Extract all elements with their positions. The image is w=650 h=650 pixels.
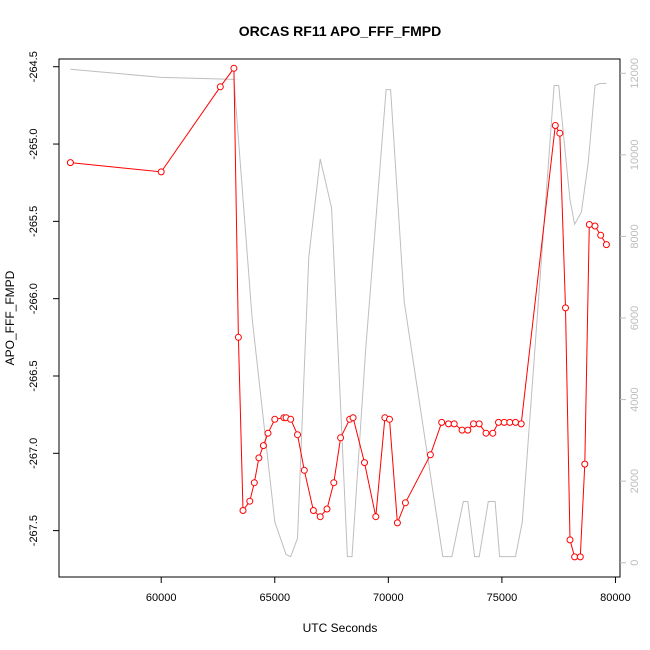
y2-tick-label: 12000 bbox=[629, 58, 641, 89]
data-point bbox=[287, 415, 295, 423]
y2-tick-label: 0 bbox=[629, 560, 641, 566]
secondary-series bbox=[70, 68, 607, 558]
y2-tick-label: 6000 bbox=[629, 306, 641, 330]
data-point bbox=[512, 418, 519, 426]
data-point bbox=[551, 122, 559, 129]
y-tick-label: -264.5 bbox=[28, 51, 40, 82]
y-tick-label: -267.0 bbox=[28, 438, 40, 469]
data-point bbox=[316, 513, 324, 521]
x-tick-label: 75000 bbox=[487, 592, 518, 604]
data-point bbox=[393, 519, 401, 527]
y-tick-label: -265.5 bbox=[28, 206, 40, 237]
data-point bbox=[506, 418, 514, 426]
data-point bbox=[517, 420, 525, 428]
data-point bbox=[571, 553, 579, 561]
data-point bbox=[489, 429, 497, 437]
data-point bbox=[271, 415, 279, 423]
data-point bbox=[576, 553, 584, 561]
data-point bbox=[239, 507, 247, 514]
axes: 60000 65000 70000 75000 80000-267.5-267.0-26… bbox=[28, 51, 641, 604]
data-point bbox=[230, 64, 238, 72]
x-tick-label: 80000 bbox=[600, 592, 631, 604]
data-point bbox=[361, 459, 368, 467]
y2-tick-label: 10000 bbox=[629, 140, 641, 171]
x-axis-label: UTC Seconds bbox=[303, 621, 378, 635]
x-tick-label: 60000 bbox=[146, 592, 177, 604]
data-point bbox=[255, 454, 263, 462]
data-point bbox=[216, 83, 224, 91]
data-point bbox=[309, 507, 317, 514]
data-point bbox=[294, 431, 301, 439]
data-point bbox=[464, 426, 472, 434]
data-point bbox=[386, 415, 393, 423]
data-point bbox=[482, 429, 490, 437]
data-point bbox=[234, 333, 242, 341]
y-axis-label: APO_FFF_FMPD bbox=[3, 270, 17, 365]
data-point bbox=[300, 466, 308, 474]
y-tick-label: -265.0 bbox=[28, 128, 40, 159]
data-point bbox=[264, 429, 272, 437]
y2-tick-label: 8000 bbox=[629, 224, 641, 248]
primary-series bbox=[66, 64, 610, 561]
y-tick-label: -266.0 bbox=[28, 283, 40, 314]
y2-tick-label: 4000 bbox=[629, 387, 641, 411]
y-tick-label: -266.5 bbox=[28, 360, 40, 391]
data-point bbox=[475, 420, 483, 428]
data-point bbox=[581, 460, 589, 468]
x-tick-label: 70000 bbox=[373, 592, 404, 604]
data-point bbox=[438, 418, 446, 426]
data-point bbox=[470, 420, 477, 428]
data-point bbox=[323, 505, 331, 513]
data-point bbox=[337, 434, 345, 442]
data-point bbox=[597, 231, 605, 239]
data-point bbox=[330, 479, 338, 487]
data-point bbox=[458, 426, 466, 434]
secondary-series-line bbox=[70, 68, 607, 558]
data-point bbox=[401, 499, 409, 507]
y2-tick-label: 2000 bbox=[629, 469, 641, 493]
data-point bbox=[426, 451, 434, 459]
data-point bbox=[349, 414, 357, 422]
data-point bbox=[566, 536, 574, 544]
data-point bbox=[372, 513, 380, 521]
data-point bbox=[562, 304, 569, 312]
data-point bbox=[259, 442, 267, 450]
data-point bbox=[445, 420, 452, 428]
data-point bbox=[250, 479, 258, 487]
data-point bbox=[602, 241, 610, 249]
data-point bbox=[556, 129, 564, 137]
x-tick-label: 65000 bbox=[259, 592, 290, 604]
data-point bbox=[246, 497, 254, 505]
data-point bbox=[591, 222, 599, 230]
y-tick-label: -267.5 bbox=[28, 515, 40, 546]
chart-title: ORCAS RF11 APO_FFF_FMPD bbox=[239, 23, 442, 39]
data-point bbox=[495, 418, 502, 426]
data-point bbox=[157, 168, 165, 176]
data-point bbox=[450, 420, 458, 428]
data-point bbox=[66, 159, 74, 167]
data-point bbox=[585, 221, 593, 228]
